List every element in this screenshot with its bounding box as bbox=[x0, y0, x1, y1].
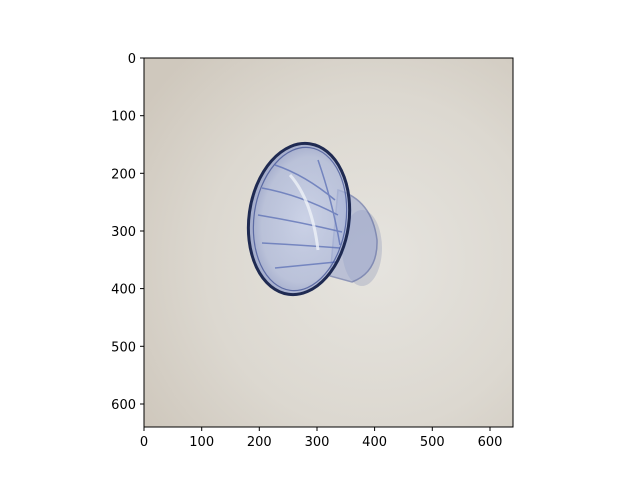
x-tick-label: 300 bbox=[305, 435, 330, 450]
axes-frame bbox=[143, 57, 514, 428]
x-tick-label: 600 bbox=[478, 435, 503, 450]
y-tick-label: 300 bbox=[111, 225, 136, 240]
x-tick-label: 0 bbox=[140, 435, 148, 450]
x-tick-label: 100 bbox=[189, 435, 214, 450]
x-tick-label: 500 bbox=[420, 435, 445, 450]
glass-highlight bbox=[288, 174, 320, 251]
glass-rim bbox=[246, 141, 352, 297]
photo bbox=[144, 58, 513, 427]
y-tick-label: 500 bbox=[111, 340, 136, 355]
y-tick-label: 0 bbox=[128, 52, 136, 67]
y-tick-label: 200 bbox=[111, 167, 136, 182]
glass-facets bbox=[257, 159, 343, 269]
y-tick-label: 100 bbox=[111, 110, 136, 125]
y-tick-label: 600 bbox=[111, 398, 136, 413]
x-tick-label: 200 bbox=[247, 435, 272, 450]
y-axis: 0 100 200 300 400 500 600 bbox=[111, 52, 144, 413]
x-tick-label: 400 bbox=[362, 435, 387, 450]
y-tick-label: 400 bbox=[111, 283, 136, 298]
glass-rim-inner bbox=[252, 146, 348, 292]
x-axis: 0 100 200 300 400 500 600 bbox=[140, 427, 503, 450]
